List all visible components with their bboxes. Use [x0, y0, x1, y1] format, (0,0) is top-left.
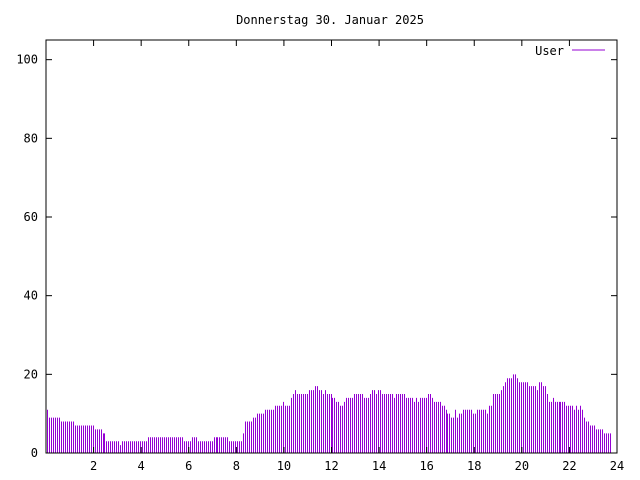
y-tick-label: 100	[16, 53, 38, 67]
x-tick-label: 18	[467, 459, 481, 473]
chart-title: Donnerstag 30. Januar 2025	[236, 13, 424, 27]
legend-label: User	[535, 44, 564, 58]
x-tick-label: 14	[372, 459, 386, 473]
y-tick-label: 80	[24, 131, 38, 145]
x-tick-label: 6	[185, 459, 192, 473]
plot-border	[45, 39, 618, 454]
y-tick-label: 0	[31, 446, 38, 460]
y-tick-label: 60	[24, 210, 38, 224]
x-tick-label: 2	[90, 459, 97, 473]
y-tick-label: 20	[24, 367, 38, 381]
y-tick-label: 40	[24, 289, 38, 303]
legend: User	[535, 44, 605, 58]
x-tick-label: 24	[610, 459, 624, 473]
x-tick-label: 8	[233, 459, 240, 473]
x-tick-label: 22	[562, 459, 576, 473]
x-tick-label: 12	[324, 459, 338, 473]
x-tick-label: 10	[277, 459, 291, 473]
x-tick-label: 16	[419, 459, 433, 473]
bars	[47, 374, 611, 453]
x-tick-label: 20	[515, 459, 529, 473]
x-tick-label: 4	[138, 459, 145, 473]
